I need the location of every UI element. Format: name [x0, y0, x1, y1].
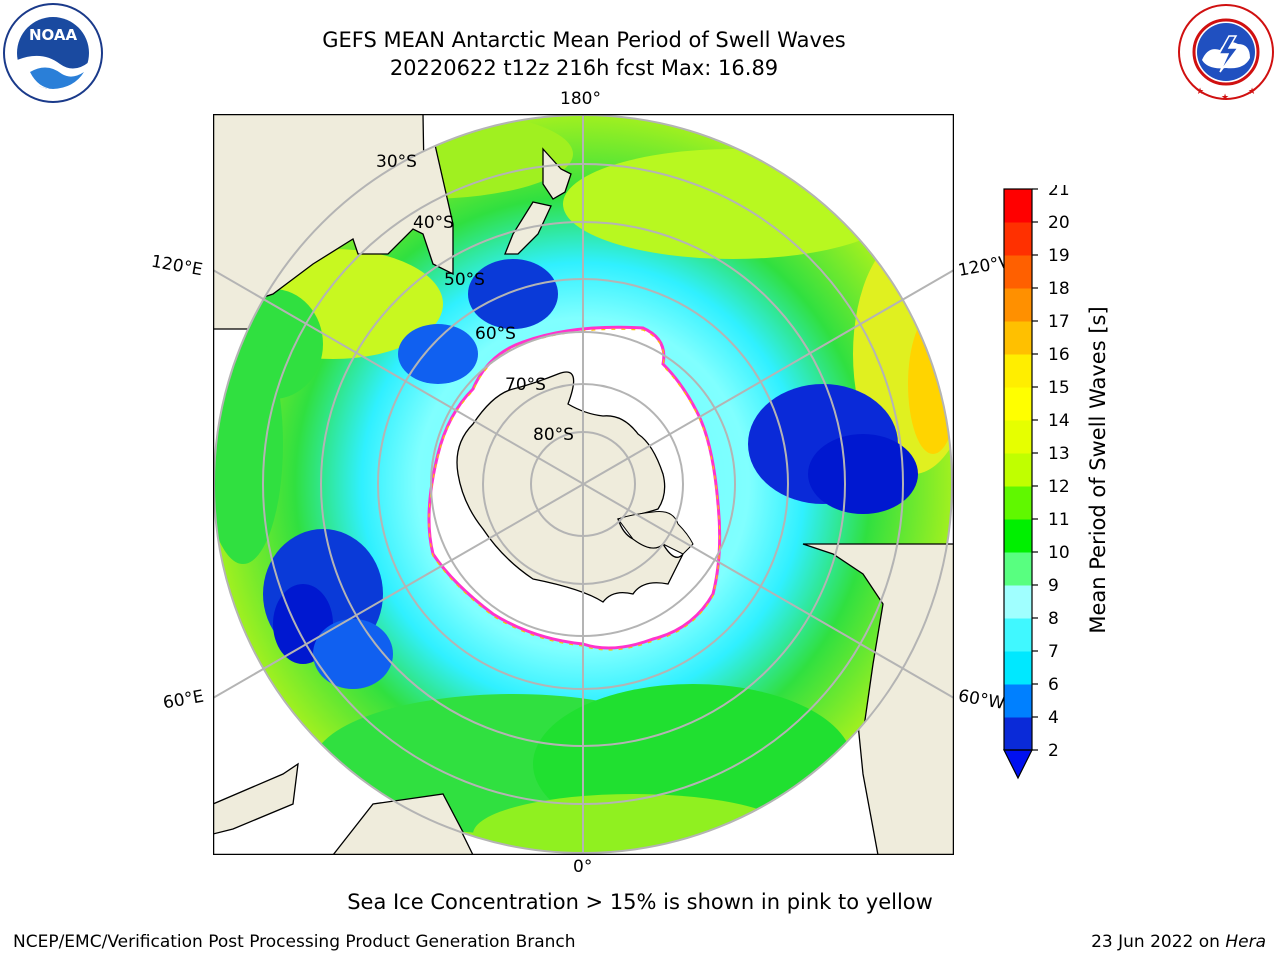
colorbar-segment — [1004, 420, 1032, 454]
svg-text:NOAA: NOAA — [29, 26, 78, 44]
colorbar-segment — [1004, 552, 1032, 586]
colorbar-segment — [1004, 387, 1032, 421]
colorbar-tick-label: 11 — [1048, 510, 1070, 530]
colorbar-tick-label: 8 — [1048, 609, 1059, 629]
map-border — [213, 114, 954, 855]
colorbar-tick-label: 19 — [1048, 246, 1070, 266]
colorbar: 2 4 6 7 8 9 10 11 12 13 14 15 16 17 18 19 20 21 — [1003, 185, 1070, 780]
sea-ice-caption: Sea Ice Concentration > 15% is shown in … — [347, 890, 933, 914]
lat-label-60s: 60°S — [475, 324, 516, 344]
colorbar-tick-label: 18 — [1048, 279, 1070, 299]
lon-label-120e: 120°E — [149, 251, 205, 281]
colorbar-tick-label: 13 — [1048, 444, 1070, 464]
colorbar-segment — [1004, 321, 1032, 355]
polar-map — [213, 114, 954, 855]
colorbar-tick-label: 7 — [1048, 642, 1059, 662]
lat-label-80s: 80°S — [533, 425, 574, 445]
colorbar-label: Mean Period of Swell Waves [s] — [1086, 306, 1110, 634]
colorbar-segment — [1004, 618, 1032, 652]
lon-label-0: 0° — [573, 857, 593, 877]
colorbar-tick-label: 10 — [1048, 543, 1070, 563]
colorbar-tick-label: 4 — [1048, 708, 1059, 728]
lat-label-70s: 70°S — [505, 375, 546, 395]
nws-logo: ★ ★ ★ — [1178, 4, 1274, 102]
colorbar-tick-label: 16 — [1048, 345, 1070, 365]
map-body — [213, 114, 954, 855]
colorbar-segment — [1004, 354, 1032, 388]
footer-date: 23 Jun 2022 on Hera — [1091, 932, 1266, 952]
colorbar-segment — [1004, 519, 1032, 553]
footer-credit: NCEP/EMC/Verification Post Processing Pr… — [13, 932, 576, 952]
colorbar-segment — [1004, 189, 1032, 223]
svg-text:★: ★ — [1221, 93, 1229, 102]
colorbar-tick-label: 21 — [1048, 185, 1070, 200]
colorbar-segment — [1004, 717, 1032, 751]
map-subtitle: 20220622 t12z 216h fcst Max: 16.89 — [389, 56, 779, 80]
footer-machine: Hera — [1225, 932, 1266, 952]
lat-label-30s: 30°S — [376, 152, 417, 172]
colorbar-tick-label: 15 — [1048, 378, 1070, 398]
colorbar-segment — [1004, 486, 1032, 520]
colorbar-segment — [1004, 453, 1032, 487]
colorbar-tick-label: 20 — [1048, 213, 1070, 233]
colorbar-segment — [1004, 585, 1032, 619]
map-title: GEFS MEAN Antarctic Mean Period of Swell… — [322, 28, 846, 52]
lon-label-60e: 60°E — [161, 686, 206, 714]
antarctic-peninsula — [617, 511, 694, 555]
footer-date-text: 23 Jun 2022 on — [1091, 932, 1226, 952]
lon-label-60w: 60°W — [956, 686, 1007, 714]
noaa-logo: NOAA — [3, 3, 103, 103]
lat-label-50s: 50°S — [444, 270, 485, 290]
svg-text:★: ★ — [1248, 87, 1256, 97]
colorbar-tick-label: 14 — [1048, 411, 1070, 431]
colorbar-tick-label: 2 — [1048, 741, 1059, 761]
colorbar-segment — [1004, 255, 1032, 289]
lon-label-180: 180° — [560, 89, 601, 109]
colorbar-segment — [1004, 288, 1032, 322]
svg-text:★: ★ — [1196, 87, 1204, 97]
lat-label-40s: 40°S — [413, 213, 454, 233]
colorbar-tick-label: 17 — [1048, 312, 1070, 332]
colorbar-tick-label: 12 — [1048, 477, 1070, 497]
colorbar-tick-label: 9 — [1048, 576, 1059, 596]
colorbar-segment — [1004, 651, 1032, 685]
colorbar-extend-min — [1003, 749, 1033, 780]
colorbar-segment — [1004, 222, 1032, 256]
colorbar-tick-label: 6 — [1048, 675, 1059, 695]
colorbar-segment — [1004, 684, 1032, 718]
colorbar-outline — [1003, 188, 1033, 751]
